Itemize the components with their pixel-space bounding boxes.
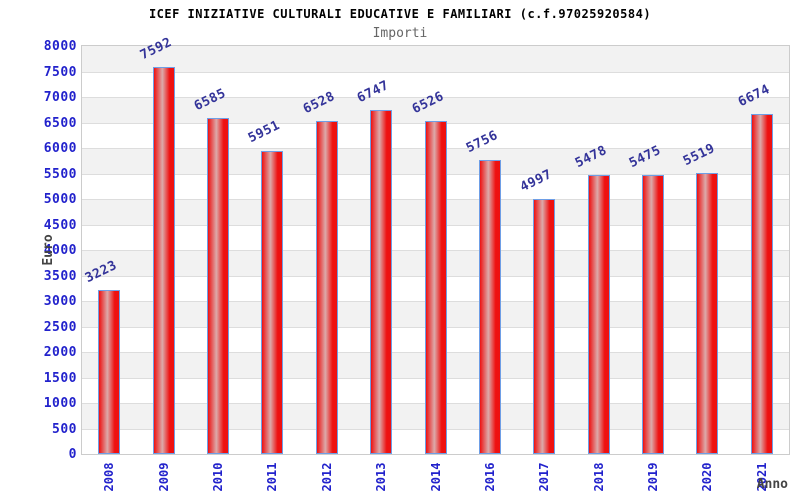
y-tick-label: 0 (68, 447, 77, 462)
plot-area (81, 45, 790, 455)
y-axis-title: Euro (41, 234, 56, 266)
bar-2010 (206, 118, 229, 454)
chart-subtitle: Importi (372, 26, 428, 41)
y-tick-label: 1500 (43, 370, 77, 386)
bar-2018 (587, 174, 610, 454)
x-tick-label-2016: 2016 (482, 462, 497, 492)
gridline (82, 71, 789, 73)
x-tick-label-2011: 2011 (265, 462, 280, 492)
x-tick-label-2009: 2009 (156, 462, 171, 492)
bar-2017 (533, 199, 556, 454)
y-tick-label: 2000 (43, 345, 77, 360)
chart-title: ICEF INIZIATIVE CULTURALI EDUCATIVE E FA… (148, 7, 652, 21)
plot-band (82, 97, 789, 123)
y-tick-label: 3000 (43, 294, 77, 309)
bar-2014 (424, 121, 447, 454)
y-tick-label: 4000 (43, 243, 77, 258)
y-tick-label: 4500 (43, 217, 77, 233)
x-tick-label-2008: 2008 (102, 462, 117, 492)
x-tick-label-2019: 2019 (646, 462, 661, 492)
y-tick-label: 5500 (43, 166, 77, 182)
x-tick-label-2013: 2013 (374, 462, 389, 492)
y-tick-label: 3500 (43, 268, 77, 284)
bar-2019 (642, 174, 665, 454)
y-tick-label: 500 (52, 421, 77, 437)
y-tick-label: 8000 (43, 39, 77, 54)
x-tick-label-2014: 2014 (428, 462, 443, 492)
x-tick-label-2010: 2010 (210, 462, 225, 492)
gridline (82, 97, 789, 98)
x-tick-label-2017: 2017 (537, 462, 552, 492)
x-tick-label-2018: 2018 (591, 462, 606, 492)
y-tick-label: 2500 (43, 319, 77, 335)
bar-2013 (370, 109, 393, 454)
bar-2021 (750, 113, 773, 454)
y-tick-label: 7500 (43, 64, 77, 80)
x-tick-label-2020: 2020 (700, 462, 715, 492)
x-tick-label-2012: 2012 (319, 462, 334, 492)
bar-2008 (98, 289, 121, 454)
y-tick-label: 5000 (43, 192, 77, 207)
bar-2016 (478, 160, 501, 454)
bar-2009 (152, 66, 175, 454)
x-axis-title: Anno (756, 477, 788, 492)
y-tick-label: 7000 (43, 90, 77, 105)
y-tick-label: 1000 (43, 396, 77, 411)
bar-2020 (696, 172, 719, 454)
bar-2012 (315, 121, 338, 454)
y-tick-label: 6500 (43, 115, 77, 131)
plot-band (82, 46, 789, 72)
plot-band (82, 71, 789, 97)
y-tick-label: 6000 (43, 141, 77, 156)
bar-2011 (261, 150, 284, 454)
